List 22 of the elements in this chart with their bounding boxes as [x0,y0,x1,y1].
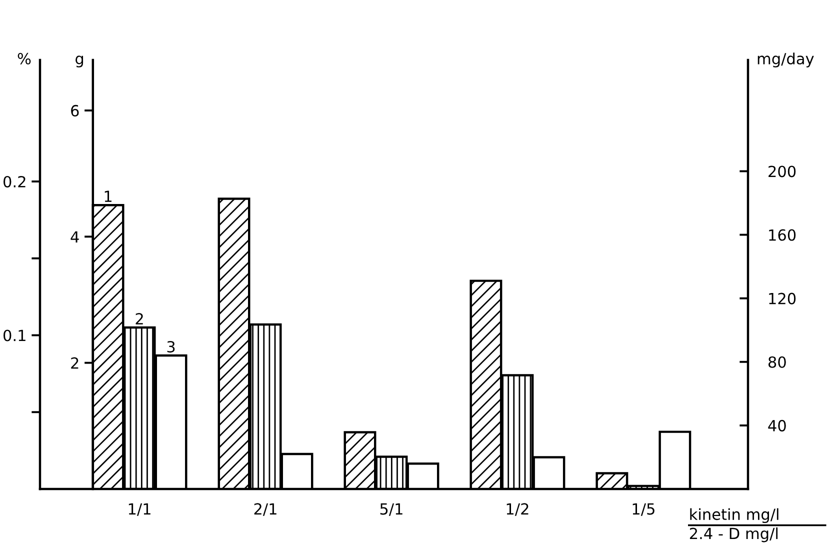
y-tick-label: 2 [71,357,78,369]
series-label: 3 [167,341,175,353]
y2-tick-label: 80 [768,356,786,368]
y2-tick-label: 160 [769,229,796,241]
y-axis-title: g [76,56,84,68]
x-axis-title: kinetin mg/l 2.4 - D mg/l [690,508,778,542]
x-tick-label: 1/2 [506,503,528,516]
series-label: 1 [104,190,112,202]
y2-tick-label: 200 [768,166,796,178]
series-label: 2 [136,313,143,324]
y2-tick-label: 40 [768,420,786,432]
y3-axis-title: % [18,52,31,64]
x-tick-label: 2/1 [254,503,276,516]
y-tick-label: 4 [70,231,79,242]
y2-tick-label: 120 [769,292,796,304]
y3-tick-label: 0.1 [4,330,26,342]
y3-tick-label: 0.2 [4,176,26,188]
y2-axis-title: mg/day [758,52,814,68]
y-tick-label: 6 [71,104,79,116]
x-tick-label: 1/1 [128,503,150,516]
x-tick-label: 5/1 [380,503,402,516]
x-tick-label: 1/5 [632,503,654,516]
